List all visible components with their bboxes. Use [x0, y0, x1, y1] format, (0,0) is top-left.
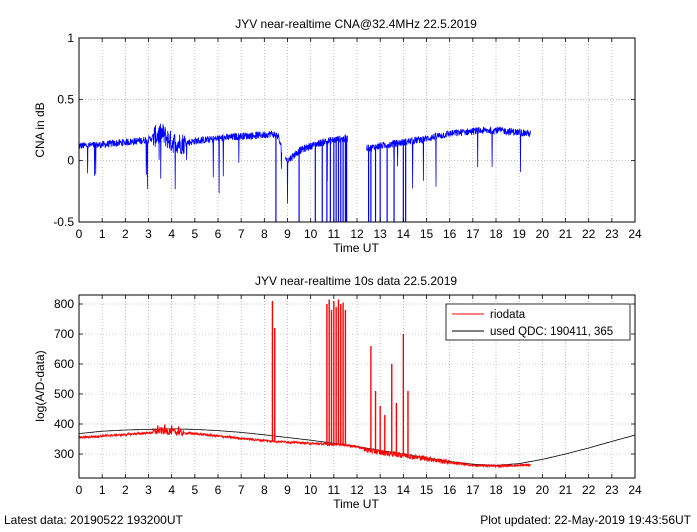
cna-y-tick-label: -0.5	[53, 215, 74, 229]
cna-x-tick-label: 20	[536, 227, 550, 241]
cna-x-tick-label: 0	[76, 227, 83, 241]
cna-x-tick-label: 15	[420, 227, 434, 241]
raw-x-tick-label: 1	[99, 483, 106, 497]
raw-x-tick-label: 19	[512, 483, 526, 497]
raw-x-tick-label: 13	[373, 483, 387, 497]
cna-x-tick-label: 4	[168, 227, 175, 241]
cna-x-tick-label: 24	[628, 227, 642, 241]
raw-x-tick-label: 15	[420, 483, 434, 497]
cna-x-tick-label: 8	[261, 227, 268, 241]
raw-x-tick-label: 0	[76, 483, 83, 497]
raw-x-tick-label: 10	[304, 483, 318, 497]
raw-x-tick-label: 24	[628, 483, 642, 497]
raw-x-tick-label: 11	[328, 483, 341, 497]
legend: riodata used QDC: 190411, 365	[445, 303, 631, 341]
cna-x-tick-label: 16	[443, 227, 457, 241]
raw-x-tick-label: 2	[122, 483, 129, 497]
cna-x-tick-label: 23	[605, 227, 619, 241]
cna-y-tick-label: 0	[67, 154, 74, 168]
raw-series	[79, 299, 635, 469]
cna-x-tick-label: 18	[489, 227, 503, 241]
raw-chart-title: JYV near-realtime 10s data 22.5.2019	[255, 274, 457, 288]
legend-qdc-label: used QDC: 190411, 365	[490, 326, 613, 338]
raw-y-tick-label: 800	[54, 297, 74, 311]
raw-x-tick-label: 7	[238, 483, 245, 497]
cna-x-tick-label: 11	[328, 227, 341, 241]
cna-x-tick-label: 14	[397, 227, 411, 241]
raw-x-tick-label: 4	[168, 483, 175, 497]
latest-data-text: Latest data: 20190522 193200UT	[4, 513, 183, 527]
cna-x-tick-label: 5	[191, 227, 198, 241]
legend-riodata-label: riodata	[490, 309, 526, 321]
cna-x-tick-label: 3	[145, 227, 152, 241]
cna-x-tick-label: 6	[215, 227, 222, 241]
cna-x-tick-label: 13	[373, 227, 387, 241]
raw-x-tick-label: 18	[489, 483, 503, 497]
cna-x-tick-label: 7	[238, 227, 245, 241]
raw-x-tick-label: 8	[261, 483, 268, 497]
cna-x-axis-label: Time UT	[333, 241, 379, 255]
raw-x-tick-label: 6	[215, 483, 222, 497]
raw-y-tick-label: 500	[54, 387, 74, 401]
raw-x-tick-label: 14	[397, 483, 411, 497]
cna-y-tick-label: 0.5	[57, 92, 74, 106]
cna-x-tick-label: 19	[512, 227, 526, 241]
raw-y-tick-label: 600	[54, 357, 74, 371]
raw-x-tick-label: 21	[559, 483, 573, 497]
plot-updated-text: Plot updated: 22-May-2019 19:43:56UT	[480, 513, 691, 527]
raw-x-tick-label: 12	[350, 483, 364, 497]
cna-x-tick-label: 21	[559, 227, 573, 241]
raw-x-axis-label: Time UT	[333, 497, 379, 511]
raw-x-tick-label: 16	[443, 483, 457, 497]
raw-x-tick-label: 17	[466, 483, 480, 497]
cna-y-tick-label: 1	[67, 31, 74, 45]
cna-x-tick-label: 1	[99, 227, 106, 241]
raw-y-axis-label: log(A/D-data)	[33, 350, 47, 421]
raw-x-tick-label: 23	[605, 483, 619, 497]
cna-chart-title: JYV near-realtime CNA@32.4MHz 22.5.2019	[235, 17, 477, 31]
raw-y-tick-label: 700	[54, 327, 74, 341]
cna-x-tick-label: 12	[350, 227, 364, 241]
raw-ticks: 0 1 2 3 4 5 6 7 8 9 10 11 12 13 14 15 16 17 18 19 20 21 22 23 24…	[54, 295, 642, 497]
cna-series-line	[79, 123, 531, 222]
raw-x-tick-label: 5	[191, 483, 198, 497]
raw-x-tick-label: 20	[536, 483, 550, 497]
cna-ticks: 0 1 2 3 4 5 6 7 8 9 10 11 12 13 14 15 16 17 18 19 20 21 22 23 24…	[53, 31, 642, 241]
raw-x-tick-label: 22	[582, 483, 596, 497]
raw-y-tick-label: 400	[54, 417, 74, 431]
cna-x-tick-label: 9	[284, 227, 291, 241]
cna-y-axis-label: CNA in dB	[33, 102, 47, 157]
raw-y-tick-label: 300	[54, 447, 74, 461]
cna-x-tick-label: 17	[466, 227, 480, 241]
cna-x-tick-label: 10	[304, 227, 318, 241]
legend-box	[445, 303, 631, 341]
riodata-line-path	[79, 426, 531, 469]
cna-chart: JYV near-realtime CNA@32.4MHz 22.5.2019 …	[33, 17, 642, 255]
raw-x-tick-label: 9	[284, 483, 291, 497]
cna-x-tick-label: 22	[582, 227, 596, 241]
cna-x-tick-label: 2	[122, 227, 129, 241]
raw-x-tick-label: 3	[145, 483, 152, 497]
